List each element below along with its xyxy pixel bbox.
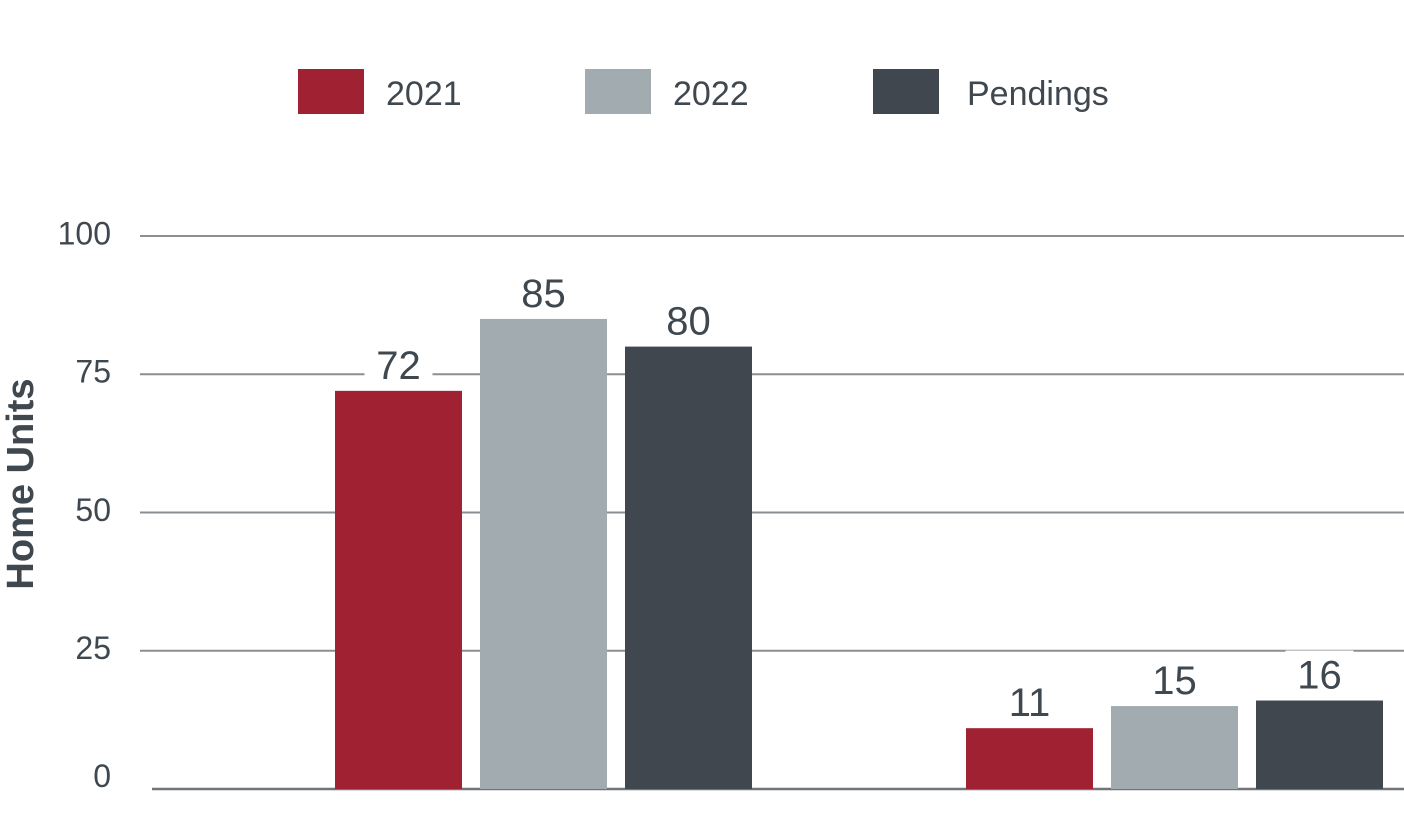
y-tick-label: 25: [75, 630, 111, 666]
legend-swatch-pendings: [873, 69, 939, 114]
bars: [335, 318, 1383, 789]
value-label-bg: [1285, 650, 1354, 695]
bar-pendings-2: [1256, 700, 1383, 789]
bar-2022-1: [480, 318, 607, 789]
value-labels: 72 11 85 15 80 16: [364, 268, 1354, 725]
value-label-bg: [364, 340, 433, 385]
y-axis-label: Home Units: [0, 378, 42, 589]
bar-2022-2: [1111, 706, 1238, 789]
bar-2021-1: [335, 390, 462, 789]
value-label-bg: [509, 268, 578, 313]
value-label-bg: [1140, 656, 1209, 701]
bar-2021-2: [966, 728, 1093, 789]
value-label: 15: [1152, 659, 1197, 703]
value-label: 80: [666, 300, 711, 344]
y-tick-label: 0: [93, 758, 111, 794]
legend-label-pendings: Pendings: [967, 75, 1109, 113]
y-tick-label: 50: [75, 492, 111, 528]
value-label: 85: [521, 272, 566, 316]
legend-swatch-2022: [585, 69, 651, 114]
bar-pendings-1: [625, 346, 752, 789]
value-label: 72: [376, 344, 421, 388]
y-tick-label: 100: [58, 215, 111, 251]
value-label-bg: [654, 296, 723, 341]
y-axis-ticks: 0 25 50 75 100: [58, 215, 111, 794]
y-tick-label: 75: [75, 354, 111, 390]
value-label: 16: [1297, 654, 1342, 698]
legend-label-2021: 2021: [386, 75, 462, 113]
legend: 2021 2022 Pendings: [298, 69, 1109, 114]
value-label: 11: [1009, 681, 1051, 725]
legend-swatch-2021: [298, 69, 364, 114]
value-label-bg: [995, 678, 1064, 723]
legend-label-2022: 2022: [673, 75, 749, 113]
